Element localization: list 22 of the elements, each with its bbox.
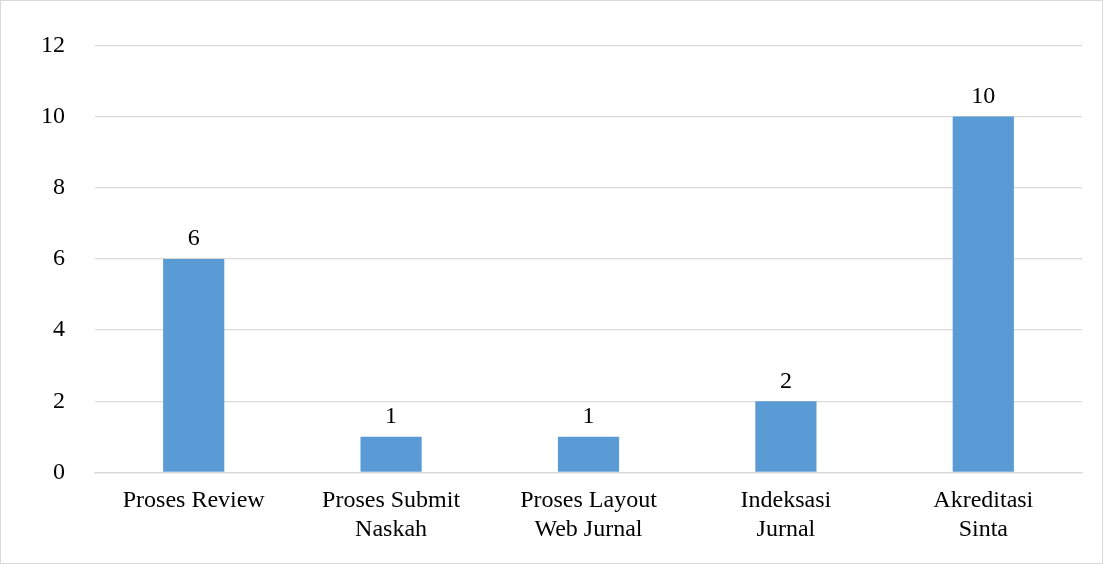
data-label: 6 xyxy=(187,224,200,251)
y-tick-label: 6 xyxy=(53,244,65,271)
y-tick-label: 4 xyxy=(53,315,65,342)
y-tick-label: 12 xyxy=(41,30,65,57)
bar xyxy=(755,401,817,472)
x-tick-label: Proses Review xyxy=(122,486,266,513)
data-label: 10 xyxy=(971,81,996,108)
bar xyxy=(952,116,1014,472)
bar xyxy=(360,436,422,472)
x-tick-label: Indeksasi Jurnal xyxy=(740,486,832,541)
y-tick-label: 2 xyxy=(53,386,65,413)
x-tick-label: Akreditasi Sinta xyxy=(933,486,1034,541)
y-tick-label: 0 xyxy=(53,457,65,484)
data-label: 1 xyxy=(385,402,398,429)
y-tick-label: 10 xyxy=(41,101,65,128)
data-label: 2 xyxy=(779,366,792,393)
data-label: 1 xyxy=(582,402,595,429)
bar xyxy=(163,258,225,472)
x-tick-label: Proses Layout Web Jurnal xyxy=(520,486,658,541)
x-tick-label: Proses Submit Naskah xyxy=(322,486,461,541)
y-tick-label: 8 xyxy=(53,173,65,200)
bar xyxy=(557,436,620,472)
